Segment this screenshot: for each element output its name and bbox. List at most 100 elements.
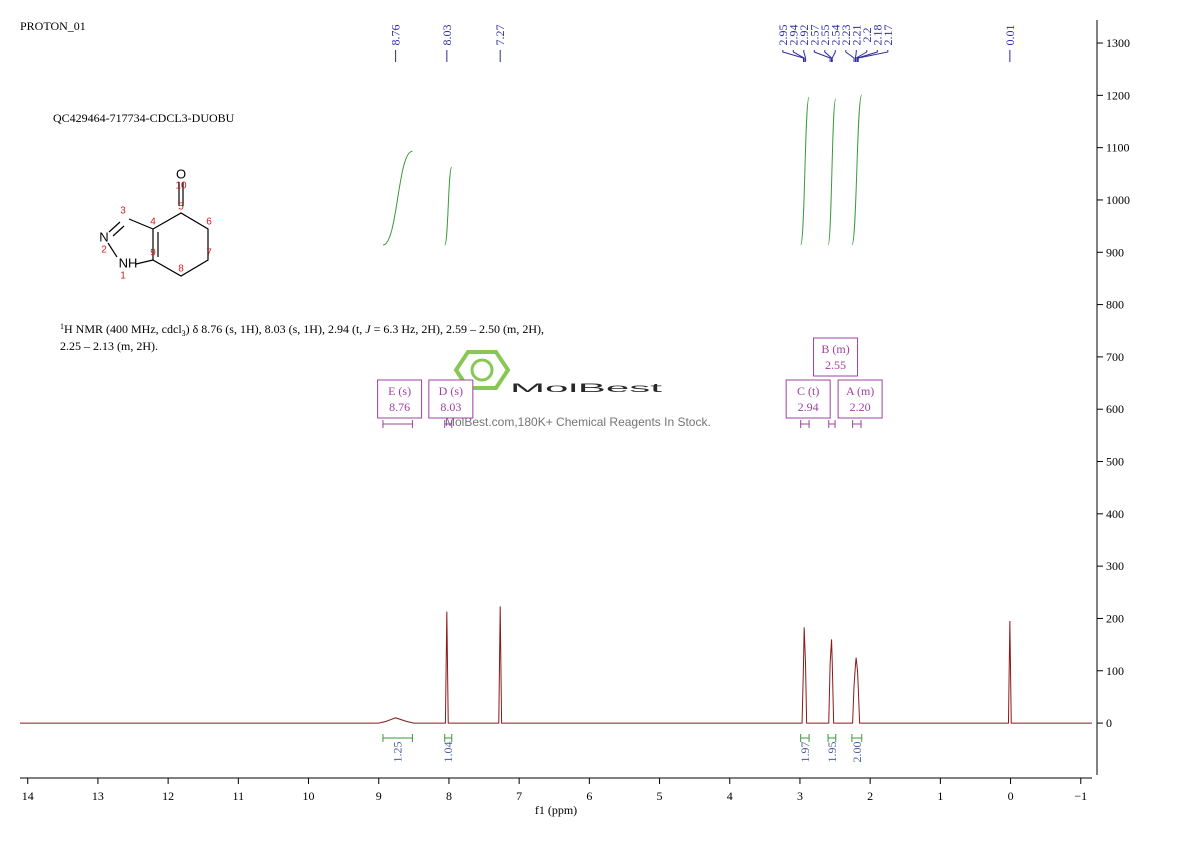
peak-label: 8.03 (440, 25, 454, 46)
multiplet-box (813, 337, 859, 377)
y-tick-label: 1200 (1106, 88, 1130, 102)
multiplet-shift: 2.94 (798, 400, 819, 414)
multiplet-label: D (s) (439, 384, 463, 398)
watermark-brand: MolBest (510, 381, 664, 395)
atom-number: 5 (178, 202, 184, 213)
multiplet-shift: 2.20 (850, 400, 871, 414)
multiplet-range (800, 420, 810, 428)
integral-curve (800, 96, 810, 246)
subscript: 3 (182, 329, 186, 338)
y-tick-label: 800 (1106, 298, 1124, 312)
peak-connector (854, 50, 857, 62)
multiplet-label: A (m) (846, 384, 874, 398)
structure (107, 182, 209, 277)
multiplet-range (852, 420, 862, 428)
atom-number: 4 (150, 217, 156, 228)
y-tick-label: 500 (1106, 455, 1124, 469)
x-tick-label: 8 (446, 789, 452, 803)
atom-number: 2 (101, 245, 107, 256)
peak-connector (824, 50, 833, 62)
nmr-description: 1H NMR (400 MHz, cdcl3) δ 8.76 (s, 1H), … (60, 322, 544, 338)
atom-number: 10 (175, 181, 187, 192)
x-tick-label: 12 (162, 789, 174, 803)
x-tick-label: 9 (376, 789, 382, 803)
spectrum-line (20, 606, 1092, 724)
peak-label: 2.18 (870, 25, 884, 46)
atom-label: N (99, 229, 108, 244)
x-tick-label: 6 (586, 789, 592, 803)
x-tick-label: 11 (233, 789, 245, 803)
multiplet-box (428, 379, 474, 419)
text: H NMR (400 MHz, cdcl (64, 322, 182, 336)
integral-label: 1.95 (825, 742, 839, 763)
integral-curve (851, 94, 863, 246)
watermark-tagline: MolBest.com,180K+ Chemical Reagents In S… (445, 415, 711, 429)
y-tick-label: 900 (1106, 245, 1124, 259)
text: J (365, 322, 371, 336)
integral-label: 1.04 (441, 742, 455, 763)
peak-connector (845, 50, 855, 62)
integral-label: 2.00 (850, 742, 864, 763)
atom-label: NH (119, 255, 138, 270)
x-tick-label: 13 (92, 789, 104, 803)
peak-connector (855, 50, 868, 62)
y-tick-label: 1300 (1106, 36, 1130, 50)
pyrazole-bond (128, 218, 154, 265)
y-tick-label: 400 (1106, 507, 1124, 521)
y-tick-label: 700 (1106, 350, 1124, 364)
multiplet-box (785, 379, 831, 419)
text: ) δ 8.76 (s, 1H), 8.03 (s, 1H), 2.94 (t, (186, 322, 366, 336)
x-tick-label: 2 (867, 789, 873, 803)
multiplet-range (828, 420, 836, 428)
atom-number: 3 (120, 206, 126, 217)
y-tick-label: 600 (1106, 402, 1124, 416)
x-tick-label: 4 (727, 789, 733, 803)
integral-bracket (382, 734, 413, 742)
y-tick-label: 0 (1106, 716, 1112, 730)
y-tick-label: 1100 (1106, 141, 1130, 155)
superscript: 1 (60, 322, 64, 331)
multiplet-shift: 2.55 (825, 358, 846, 372)
atom-number: 6 (206, 217, 212, 228)
multiplet-label: E (s) (388, 384, 411, 398)
peak-label: 2.2 (860, 28, 874, 43)
x-axis-title: f1 (ppm) (535, 803, 577, 817)
nmr-description: 2.25 – 2.13 (m, 2H). (60, 339, 158, 353)
integral-label: 1.25 (391, 742, 405, 763)
peak-label: 7.27 (493, 25, 507, 46)
integral-curve (382, 150, 413, 246)
peak-label: 2.23 (839, 25, 853, 46)
text: = 6.3 Hz, 2H), 2.59 – 2.50 (m, 2H), (371, 322, 544, 336)
peak-connector (792, 50, 805, 62)
peak-label: 2.21 (849, 25, 863, 46)
logo (453, 350, 511, 390)
integral-curve (444, 166, 453, 246)
atom-number: 7 (206, 248, 212, 259)
multiplet-box (837, 379, 883, 419)
y-tick-label: 100 (1106, 664, 1124, 678)
peak-connector (782, 50, 804, 62)
peak-connector (831, 50, 836, 62)
peak-label: 2.95 (776, 25, 790, 46)
multiplet-box (377, 379, 423, 419)
sample-name: QC429464-717734-CDCL3-DUOBU (53, 111, 235, 125)
bond (107, 242, 118, 258)
multiplet-range (444, 420, 453, 428)
watermark: MolBest MolBest.com,180K+ Chemical Reage… (445, 350, 711, 429)
x-tick-label: 3 (797, 789, 803, 803)
x-tick-label: 1 (937, 789, 943, 803)
peak-label: 2.92 (797, 25, 811, 46)
x-tick-label: 5 (657, 789, 663, 803)
peak-label: 2.55 (818, 25, 832, 46)
atom-number: 9 (150, 248, 156, 259)
peak-connector (813, 50, 831, 62)
peak-label: 8.76 (389, 25, 403, 46)
atom-number: 1 (120, 271, 126, 282)
multiplet-shift: 8.03 (440, 400, 461, 414)
double-bond (108, 221, 125, 237)
y-tick-label: 200 (1106, 611, 1124, 625)
logo (470, 358, 494, 382)
multiplet-range (382, 420, 413, 428)
integral-bracket (444, 734, 453, 742)
